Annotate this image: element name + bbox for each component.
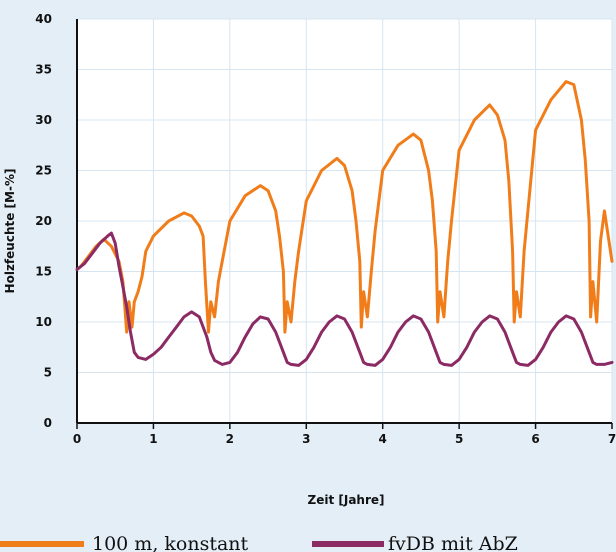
y-tick-label: 20: [35, 214, 52, 228]
x-tick-label: 6: [531, 432, 539, 446]
x-tick-label: 1: [149, 432, 157, 446]
y-tick-label: 30: [35, 113, 52, 127]
x-tick-labels: 0 1 2 3 4 5 6 7: [73, 423, 616, 446]
y-tick-labels: 0 5 10 15 20 25 30 35 40: [35, 12, 52, 430]
series-line-1: [75, 80, 614, 334]
x-axis-title: Zeit [Jahre]: [308, 493, 385, 507]
y-tick-label: 0: [44, 416, 52, 430]
legend-swatch-series-1: [0, 541, 84, 547]
y-tick-label: 15: [35, 265, 52, 279]
x-tick-label: 4: [379, 432, 387, 446]
y-axis-title: Holzfeuchte [M-%]: [3, 169, 17, 294]
series-layer: [75, 80, 614, 367]
y-tick-label: 40: [35, 12, 52, 26]
x-tick-label: 5: [455, 432, 463, 446]
legend: 100 m, konstant fvDB mit AbZ: [0, 533, 518, 552]
series-line-2: [75, 231, 614, 367]
y-tick-label: 10: [35, 315, 52, 329]
x-tick-label: 3: [302, 432, 310, 446]
x-tick-label: 2: [226, 432, 234, 446]
y-tick-label: 25: [35, 164, 52, 178]
x-tick-label: 0: [73, 432, 81, 446]
legend-label-series-2: fvDB mit AbZ: [388, 533, 518, 552]
y-tick-label: 35: [35, 63, 52, 77]
axes-layer: [76, 19, 612, 424]
legend-label-series-1: 100 m, konstant: [92, 533, 249, 552]
y-tick-label: 5: [44, 366, 52, 380]
legend-swatch-series-2: [312, 541, 384, 547]
x-tick-label: 7: [608, 432, 616, 446]
